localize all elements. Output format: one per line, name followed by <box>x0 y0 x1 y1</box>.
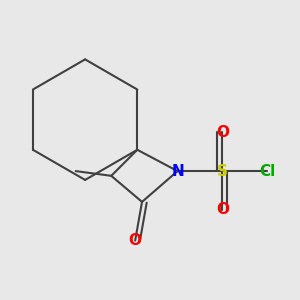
Text: O: O <box>216 125 229 140</box>
Text: N: N <box>171 164 184 178</box>
Text: O: O <box>216 202 229 217</box>
Text: S: S <box>217 164 228 178</box>
Text: O: O <box>129 233 142 248</box>
Text: Cl: Cl <box>259 164 275 178</box>
